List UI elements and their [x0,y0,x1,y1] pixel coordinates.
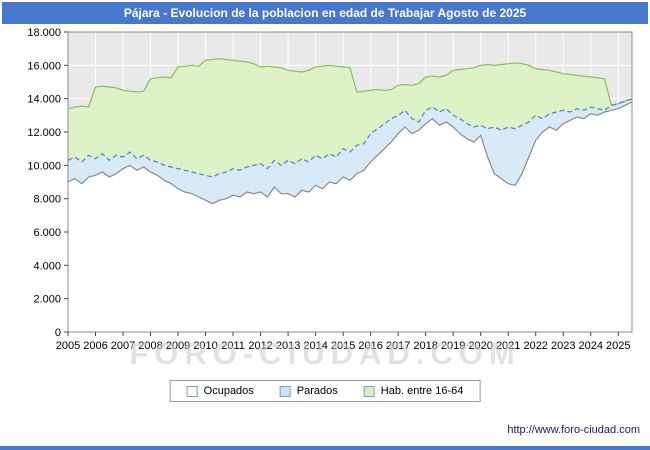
footer-link[interactable]: http://www.foro-ciudad.com [507,424,640,436]
legend-swatch-hab-16-64 [363,385,375,397]
legend-swatch-ocupados [186,385,198,397]
series-line-hab-16-64 [67,58,633,110]
y-tick-label: 4.000 [33,260,61,272]
legend-item-parados: Parados [279,385,338,397]
legend-label-parados: Parados [296,385,338,397]
x-tick-label: 2020 [468,340,492,352]
y-tick-label: 14.000 [27,94,61,106]
y-tick-label: 2.000 [33,294,61,306]
y-tick-label: 18.000 [27,27,61,39]
x-tick-label: 2019 [441,340,465,352]
x-tick-label: 2010 [193,340,217,352]
x-tick-label: 2018 [413,340,437,352]
x-tick-label: 2006 [83,340,107,352]
legend-swatch-parados [279,385,291,397]
legend-item-ocupados: Ocupados [186,385,254,397]
y-tick-label: 12.000 [27,127,61,139]
legend-item-hab-16-64: Hab. entre 16-64 [363,385,464,397]
x-tick-label: 2021 [496,340,520,352]
x-tick-label: 2024 [578,340,602,352]
x-tick-label: 2013 [276,340,300,352]
y-tick-label: 0 [55,327,61,339]
x-tick-label: 2014 [303,340,327,352]
y-tick-label: 10.000 [27,160,61,172]
x-tick-label: 2017 [386,340,410,352]
x-tick-label: 2008 [138,340,162,352]
x-tick-label: 2007 [111,340,135,352]
legend-label-ocupados: Ocupados [203,385,254,397]
chart-title-bar: Pájara - Evolucion de la poblacion en ed… [2,2,648,24]
x-tick-label: 2025 [606,340,630,352]
plot-border [67,31,633,333]
x-tick-label: 2009 [166,340,190,352]
x-tick-label: 2022 [523,340,547,352]
series-area-ocupados [68,102,632,332]
x-tick-label: 2015 [331,340,355,352]
x-tick-label: 2005 [56,340,80,352]
legend: Ocupados Parados Hab. entre 16-64 [169,380,481,402]
y-tick-label: 6.000 [33,227,61,239]
series-line-parados [67,98,633,178]
x-tick-label: 2012 [248,340,272,352]
x-tick-label: 2023 [551,340,575,352]
x-tick-label: 2011 [221,340,245,352]
legend-label-hab-16-64: Hab. entre 16-64 [380,385,464,397]
y-tick-label: 8.000 [33,194,61,206]
chart-canvas: 0 2.000 4.000 6.000 8.000 10.000 12.000 14.000 1… [27,27,633,352]
bottom-accent-bar [0,446,650,450]
x-tick-label: 2016 [358,340,382,352]
chart-title: Pájara - Evolucion de la poblacion en ed… [123,6,527,20]
y-tick-label: 16.000 [27,60,61,72]
series-line-ocupados [67,101,633,205]
